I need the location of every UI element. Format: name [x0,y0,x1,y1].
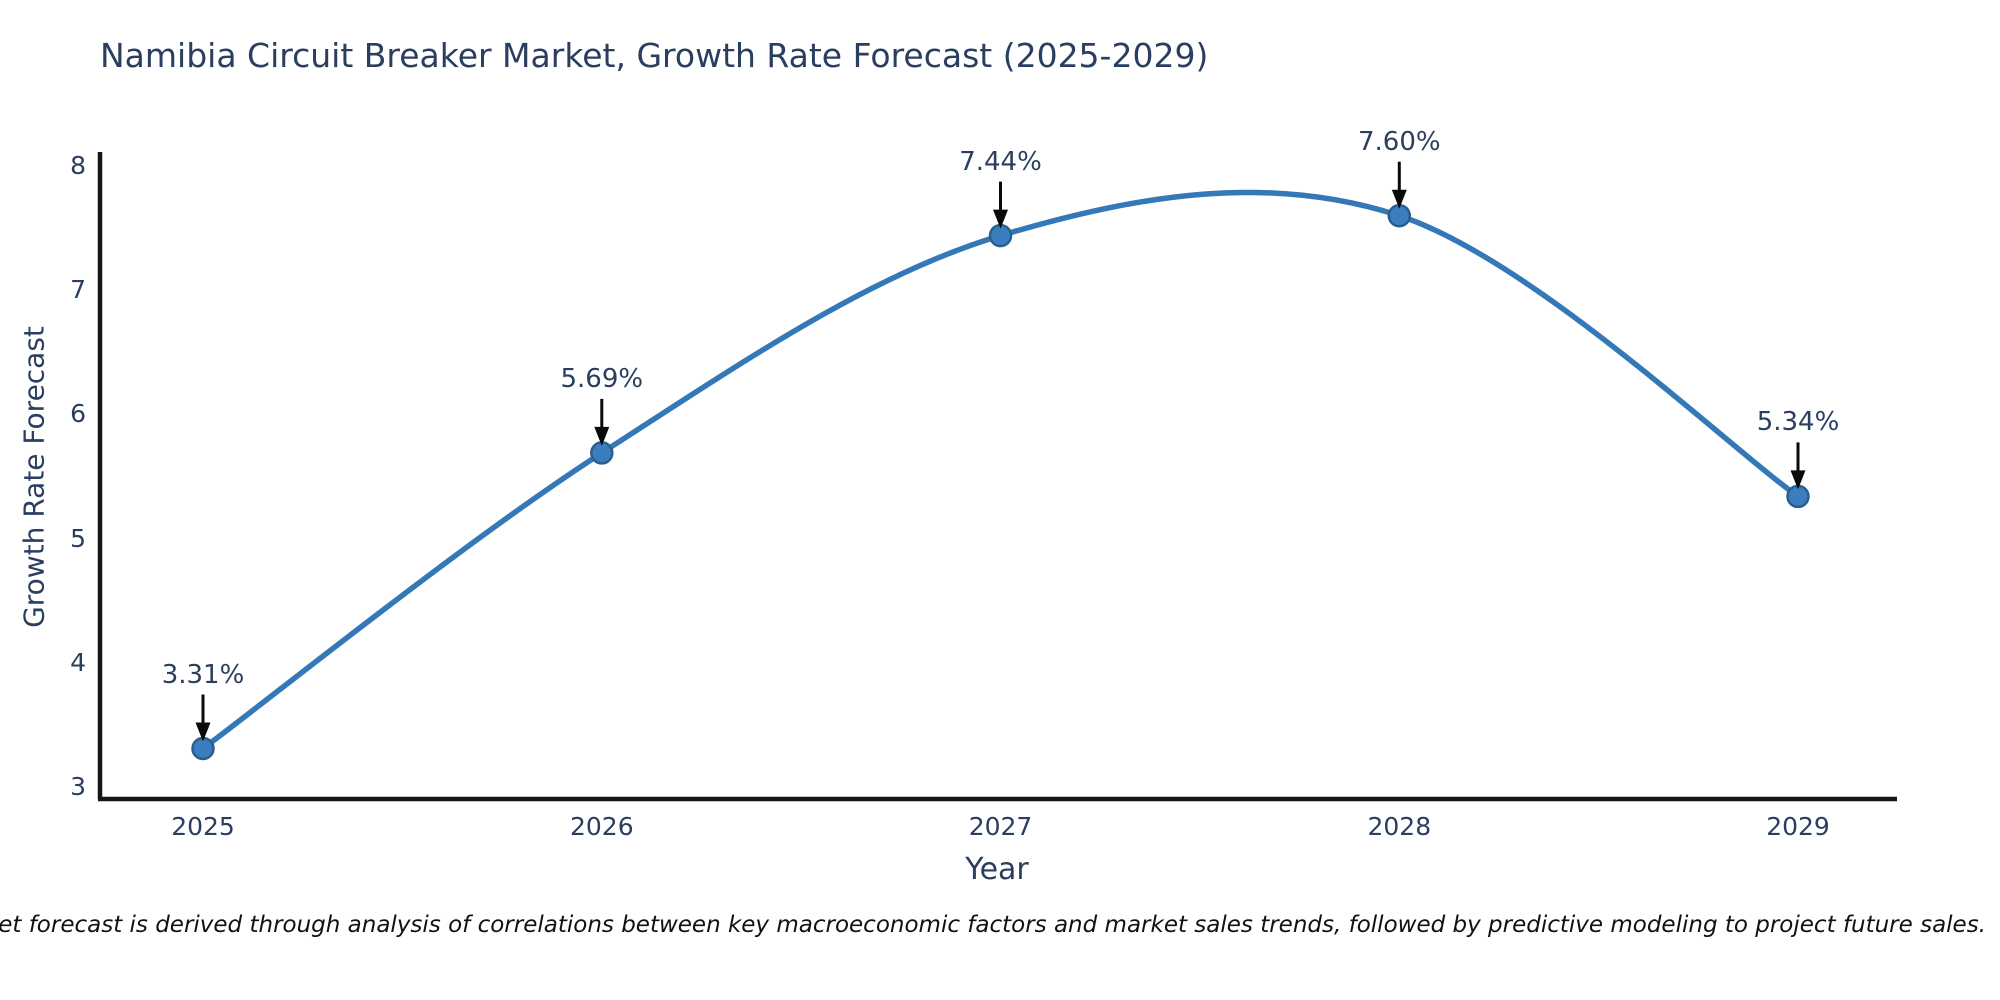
point-label: 7.60% [1357,126,1441,157]
trend-line [200,189,1801,752]
annotation-arrowhead [993,209,1008,229]
point-label: 3.31% [161,659,245,690]
point-label: 7.44% [959,146,1042,177]
x-tick-label: 2028 [1367,812,1432,841]
footnote: Note: The market forecast is derived thr… [0,912,1986,938]
axis-lines [97,152,1897,802]
chart-title: Namibia Circuit Breaker Market, Growth R… [100,36,1209,75]
x-axis-title: Year [965,852,1029,887]
point-label: 5.34% [1756,407,1840,438]
y-tick-label: 3 [70,772,86,801]
x-tick-label: 2025 [171,812,235,841]
point-label: 5.69% [560,363,644,394]
x-tick-label: 2027 [968,812,1033,841]
annotation-arrowhead [594,426,610,446]
x-tick-label: 2026 [569,812,634,841]
y-tick-label: 8 [70,151,86,180]
y-tick-label: 6 [70,399,86,429]
y-tick-label: 5 [70,523,86,553]
annotation-arrowhead [1391,189,1407,209]
annotation-arrowhead [1790,470,1806,490]
y-tick-label: 4 [70,647,86,677]
x-tick-label: 2029 [1766,812,1830,841]
y-tick-label: 7 [70,275,86,305]
annotation-arrowhead [195,722,211,742]
